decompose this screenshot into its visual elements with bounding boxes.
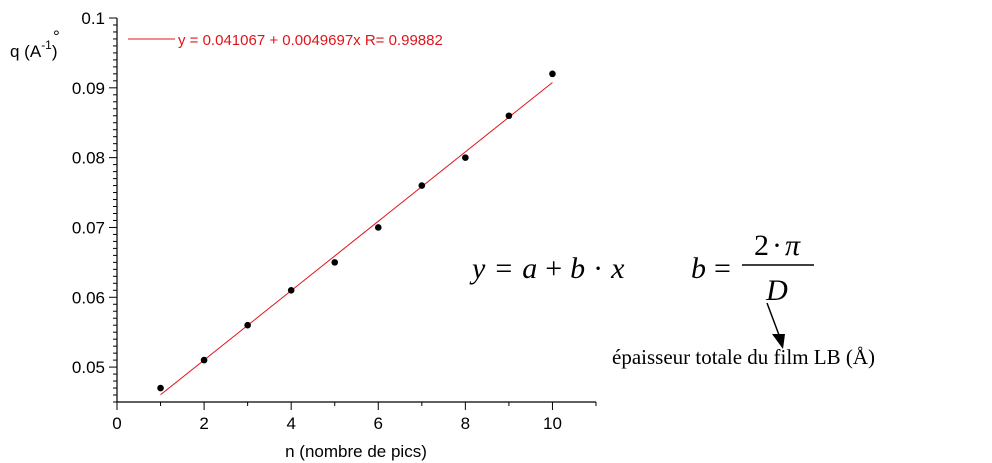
- y-tick-label: 0.07: [72, 218, 105, 237]
- b-equals: =: [714, 252, 731, 285]
- y-tick-label: 0.09: [72, 79, 105, 98]
- fit-line: [160, 82, 553, 396]
- eq-plus: +: [545, 252, 562, 285]
- x-tick-label: 2: [199, 414, 208, 433]
- x-ticks: 0 2 4 6 8 10: [112, 402, 597, 433]
- denominator: D: [765, 274, 788, 307]
- equation: y = a + b · x: [469, 252, 625, 285]
- eq-a: a: [522, 252, 537, 285]
- eq-equals: =: [495, 252, 512, 285]
- y-axis-title-exp: -1: [41, 38, 52, 52]
- svg-text:y = a +: y = a + b · x: [469, 252, 625, 285]
- data-point: [244, 321, 251, 329]
- arrow: [766, 302, 785, 349]
- x-axis-title: n (nombre de pics): [285, 442, 427, 461]
- data-point: [505, 112, 513, 120]
- data-point: [462, 154, 469, 161]
- y-tick-label: 0.05: [72, 358, 105, 377]
- numerator-dot: ·: [772, 229, 782, 262]
- data-points: [157, 70, 556, 392]
- y-axis-title-close: ): [52, 42, 58, 61]
- b-formula: b = 2 · π D: [691, 229, 814, 307]
- x-tick-label: 8: [461, 414, 470, 433]
- axes: 0 2 4 6 8 10 0.05 0.06 0.07 0.08 0.09 0.1: [72, 9, 597, 433]
- numerator-pi: π: [785, 229, 801, 262]
- y-tick-label: 0.06: [72, 288, 105, 307]
- legend-text: y = 0.041067 + 0.0049697x R= 0.99882: [178, 32, 443, 49]
- svg-text:2·π: 2 · π: [754, 229, 801, 262]
- y-axis-title-accent: °: [53, 27, 60, 46]
- data-point: [418, 182, 426, 189]
- y-axis-title-base: q (A: [10, 42, 42, 61]
- svg-text:q (A-1): q (A-1): [10, 38, 58, 61]
- eq-y: y: [469, 252, 486, 285]
- eq-b: b: [570, 252, 585, 285]
- data-point: [549, 70, 556, 78]
- x-tick-label: 4: [286, 414, 295, 433]
- x-tick-label: 10: [543, 414, 562, 433]
- y-tick-label: 0.08: [72, 149, 105, 168]
- numerator-two: 2: [754, 229, 769, 262]
- data-point: [374, 224, 382, 231]
- data-point: [200, 356, 208, 364]
- y-axis-title: q (A-1) °: [10, 27, 60, 61]
- y-tick-label: 0.1: [81, 9, 105, 28]
- b-label: b: [691, 252, 706, 285]
- y-ticks: 0.05 0.06 0.07 0.08 0.09 0.1: [72, 9, 117, 403]
- data-point: [331, 259, 339, 266]
- eq-x: x: [610, 252, 625, 285]
- x-tick-label: 0: [112, 414, 121, 433]
- x-tick-label: 6: [374, 414, 383, 433]
- thickness-note: épaisseur totale du film LB (Å): [612, 345, 875, 369]
- data-point: [157, 384, 164, 392]
- eq-dot: ·: [593, 252, 603, 285]
- data-point: [287, 286, 295, 294]
